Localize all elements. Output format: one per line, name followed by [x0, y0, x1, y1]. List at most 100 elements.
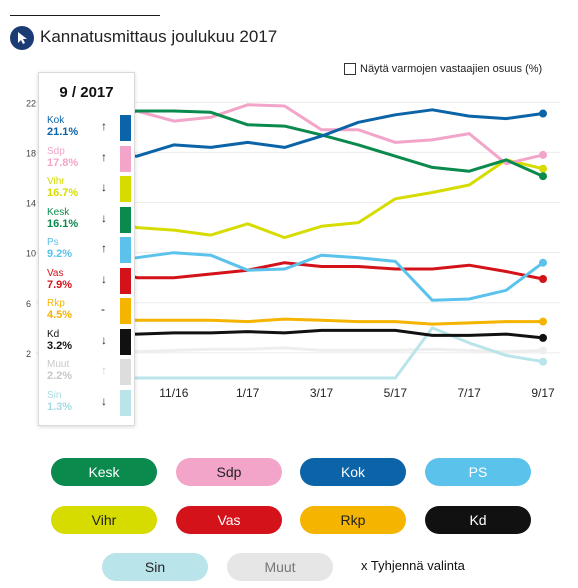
- end-point-ps: [539, 258, 547, 267]
- series-line-kok: [98, 108, 545, 158]
- tooltip-row: Vihr 16.7% ↓: [39, 176, 134, 208]
- filter-button-kok[interactable]: Kok: [300, 458, 406, 486]
- y-tick-label: 22: [26, 98, 36, 108]
- filter-button-sin[interactable]: Sin: [102, 553, 208, 581]
- series-line-sin: [98, 326, 545, 380]
- clear-selection-button[interactable]: x Tyhjennä valinta: [361, 558, 465, 573]
- end-point-vas: [539, 274, 547, 283]
- color-swatch: [120, 176, 131, 202]
- tooltip-row: Kd 3.2% ↓: [39, 328, 134, 361]
- trend-arrow: ↓: [101, 332, 107, 347]
- filter-button-sdp[interactable]: Sdp: [176, 458, 282, 486]
- tooltip-value: 7.9%: [47, 278, 73, 291]
- filter-button-kd[interactable]: Kd: [425, 506, 531, 534]
- end-point-rkp: [539, 317, 547, 326]
- end-point-vihr: [539, 164, 547, 173]
- color-swatch: [120, 145, 131, 172]
- color-swatch: [120, 389, 131, 416]
- end-point-muut: [539, 346, 547, 355]
- trend-arrow: ↑: [101, 149, 107, 164]
- x-tick-label: 7/17: [457, 386, 481, 400]
- tooltip-value: 16.7%: [47, 187, 79, 199]
- tooltip-party: Rkp: [47, 298, 65, 309]
- trend-arrow: -: [101, 302, 105, 316]
- trend-arrow: ↑: [101, 241, 107, 255]
- filter-button-vas[interactable]: Vas: [176, 506, 282, 534]
- tooltip: 9 / 2017 Kok 21.1% ↑ Sdp 17.8% ↑ Vihr 16.7% ↓ Kes…: [38, 72, 135, 426]
- toggle-label: Näytä varmojen vastaajien osuus (%): [360, 63, 543, 75]
- tooltip-party: Vas: [47, 267, 64, 279]
- series-line-ps: [98, 251, 545, 302]
- tooltip-row: Ps 9.2% ↑: [39, 237, 134, 269]
- end-point-sdp: [539, 150, 547, 159]
- x-tick-label: 11/16: [159, 386, 188, 400]
- color-swatch: [120, 267, 131, 294]
- tooltip-row: Sin 1.3% ↓: [39, 389, 134, 422]
- tooltip-party: Vihr: [47, 176, 65, 187]
- x-tick-label: 9/17: [531, 386, 555, 400]
- tooltip-party: Ps: [47, 237, 59, 248]
- tooltip-value: 2.2%: [47, 370, 73, 382]
- tooltip-row: Rkp 4.5% -: [39, 298, 134, 330]
- filter-button-vihr[interactable]: Vihr: [51, 506, 157, 534]
- tooltip-row: Vas 7.9% ↓: [39, 267, 134, 300]
- y-tick-label: 18: [26, 148, 36, 158]
- x-tick-label: 3/17: [310, 386, 334, 400]
- series-line-rkp: [98, 317, 545, 326]
- tooltip-party: Kd: [47, 328, 60, 340]
- filter-button-muut[interactable]: Muut: [227, 553, 333, 581]
- series-line-vas: [98, 261, 545, 281]
- tooltip-party: Kesk: [47, 206, 70, 218]
- tooltip-value: 4.5%: [47, 309, 73, 321]
- tooltip-value: 1.3%: [47, 400, 73, 413]
- checkbox[interactable]: [344, 63, 356, 75]
- header-rule: [10, 15, 160, 16]
- tooltip-row: Kok 21.1% ↑: [39, 115, 134, 147]
- x-tick-label: 5/17: [384, 386, 408, 400]
- color-swatch: [120, 115, 131, 141]
- trend-arrow: ↑: [101, 119, 107, 133]
- tooltip-value: 21.1%: [47, 126, 79, 138]
- trend-arrow: ↓: [101, 180, 107, 194]
- cursor-button[interactable]: [10, 26, 34, 50]
- color-swatch: [120, 359, 131, 385]
- color-swatch: [120, 298, 131, 324]
- tooltip-row: Kesk 16.1% ↓: [39, 206, 134, 239]
- tooltip-value: 16.1%: [47, 217, 79, 230]
- tooltip-party: Muut: [47, 359, 70, 370]
- tooltip-party: Sdp: [47, 145, 65, 157]
- tooltip-row: Sdp 17.8% ↑: [39, 145, 134, 178]
- y-tick-label: 14: [26, 199, 36, 209]
- trend-arrow: ↓: [101, 271, 107, 286]
- x-tick-label: 1/17: [236, 386, 260, 400]
- series-line-sdp: [98, 103, 545, 166]
- trend-arrow: ↑: [101, 363, 107, 377]
- end-point-sin: [539, 357, 547, 366]
- tooltip-value: 9.2%: [47, 248, 73, 260]
- end-point-kesk: [539, 172, 547, 181]
- tooltip-period: 9 / 2017: [59, 84, 114, 101]
- line-chart: 26101418229/1611/161/173/175/177/179/17: [26, 98, 560, 400]
- trend-arrow: ↓: [101, 210, 107, 225]
- toggle-certain-respondents[interactable]: Näytä varmojen vastaajien osuus (%): [344, 63, 542, 75]
- trend-arrow: ↓: [101, 393, 107, 408]
- end-point-kok: [539, 109, 547, 118]
- series-line-kesk: [98, 109, 545, 178]
- tooltip-party: Sin: [47, 389, 62, 401]
- end-point-kd: [539, 333, 547, 342]
- pointer-icon: [18, 32, 27, 44]
- series-line-muut: [98, 346, 545, 354]
- color-swatch: [120, 206, 131, 233]
- y-tick-label: 10: [26, 249, 36, 259]
- tooltip-row: Muut 2.2% ↑: [39, 359, 134, 391]
- filter-button-rkp[interactable]: Rkp: [300, 506, 406, 534]
- series-line-kd: [98, 328, 545, 340]
- series-line-vihr: [98, 158, 545, 240]
- color-swatch: [120, 328, 131, 355]
- filter-button-kesk[interactable]: Kesk: [51, 458, 157, 486]
- y-tick-label: 2: [26, 349, 31, 359]
- filter-button-ps[interactable]: PS: [425, 458, 531, 486]
- color-swatch: [120, 237, 131, 263]
- tooltip-value: 17.8%: [47, 156, 79, 169]
- y-tick-label: 6: [26, 299, 31, 309]
